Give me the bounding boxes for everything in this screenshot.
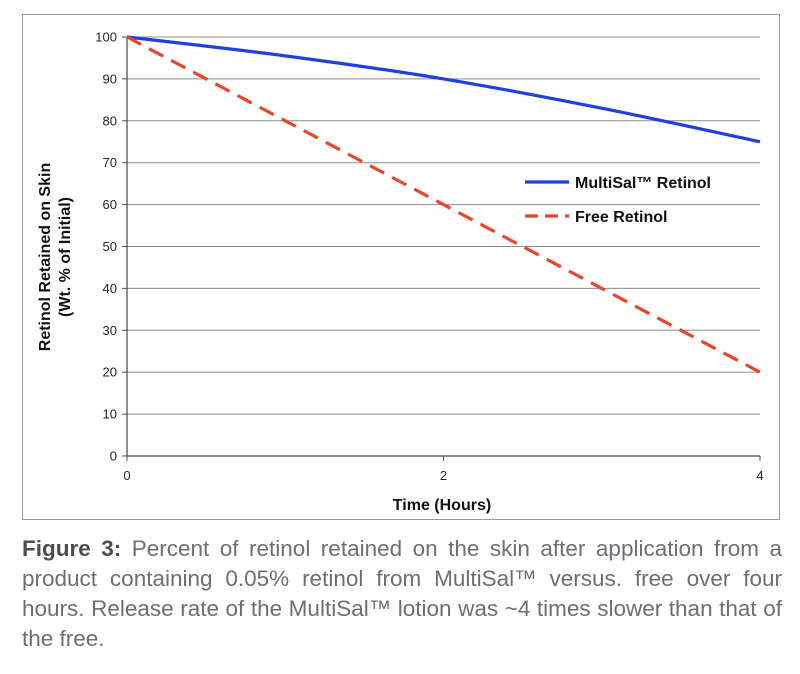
y-axis-title-line-2: (Wt. % of Initial) bbox=[57, 197, 74, 317]
line-chart: 0 10 20 30 40 50 60 70 80 90 100 0 2 4 Retinol Retain… bbox=[22, 14, 780, 520]
y-tick-label: 80 bbox=[103, 113, 117, 128]
y-tick-label: 100 bbox=[95, 30, 117, 45]
x-tick-label: 0 bbox=[123, 468, 130, 483]
y-tick-label: 0 bbox=[110, 449, 117, 464]
chart-border bbox=[22, 14, 780, 520]
legend: MultiSal™ Retinol Free Retinol bbox=[525, 175, 711, 226]
legend-label-1: MultiSal™ Retinol bbox=[575, 175, 711, 192]
figure-caption: Figure 3: Percent of retinol retained on… bbox=[22, 534, 782, 654]
y-tick-label: 90 bbox=[103, 71, 117, 86]
y-tick-label: 70 bbox=[103, 155, 117, 170]
y-tick-label: 10 bbox=[103, 407, 117, 422]
x-axis-title: Time (Hours) bbox=[393, 497, 491, 514]
figure-caption-text: Percent of retinol retained on the skin … bbox=[22, 536, 782, 651]
x-tick-label: 2 bbox=[440, 468, 447, 483]
y-tick-label: 30 bbox=[103, 323, 117, 338]
series-line-1 bbox=[126, 35, 761, 144]
series-line-2 bbox=[126, 35, 761, 374]
y-axis-title-line-1: Retinol Retained on Skin bbox=[37, 163, 54, 351]
y-tick-label: 40 bbox=[103, 281, 117, 296]
y-tick-label: 20 bbox=[103, 365, 117, 380]
figure-label: Figure 3: bbox=[22, 536, 122, 561]
x-tick-label: 4 bbox=[756, 468, 763, 483]
legend-label-2: Free Retinol bbox=[575, 209, 667, 226]
y-tick-label: 60 bbox=[103, 197, 117, 212]
chart: 0 10 20 30 40 50 60 70 80 90 100 0 2 4 Retinol Retain… bbox=[22, 14, 780, 520]
y-tick-label: 50 bbox=[103, 239, 117, 254]
